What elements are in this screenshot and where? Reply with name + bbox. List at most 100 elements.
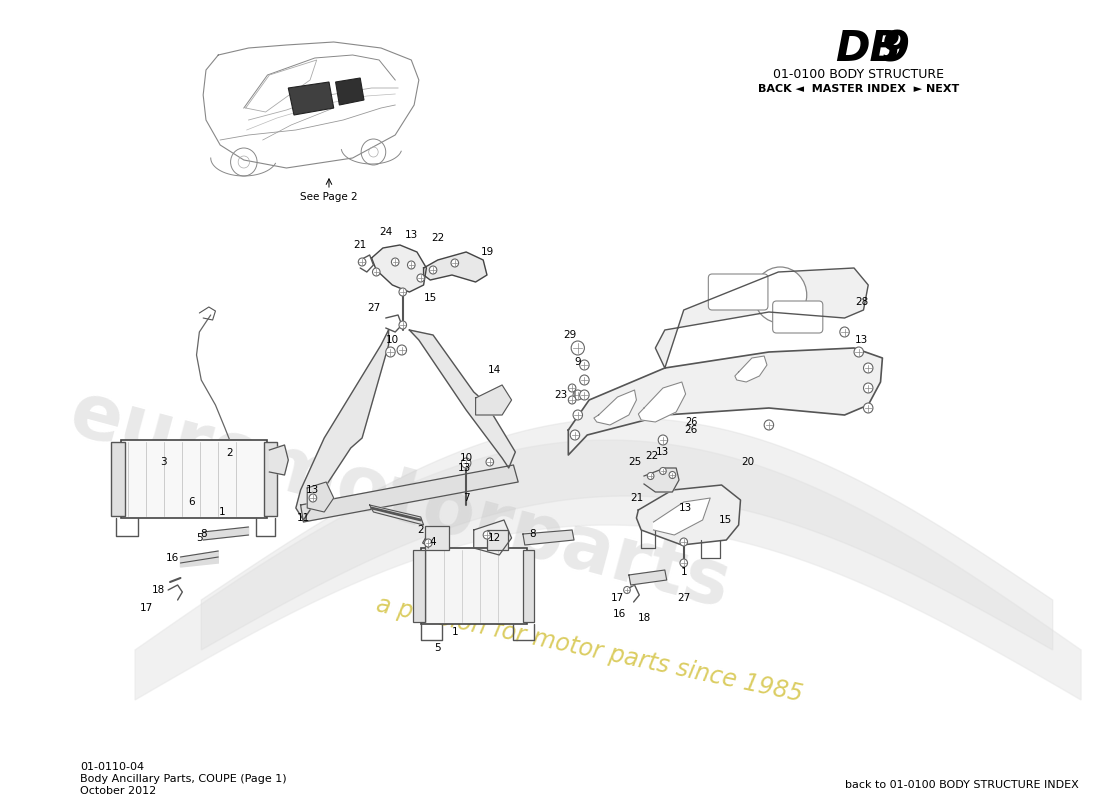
Circle shape [764, 420, 773, 430]
Circle shape [669, 471, 675, 478]
Text: October 2012: October 2012 [80, 786, 156, 796]
Circle shape [647, 473, 653, 479]
Polygon shape [300, 465, 518, 522]
Text: 5: 5 [196, 533, 202, 543]
Circle shape [397, 345, 407, 355]
Text: 01-0110-04: 01-0110-04 [80, 762, 144, 772]
Text: 1: 1 [681, 567, 688, 577]
Text: 8: 8 [200, 529, 207, 539]
Text: 22: 22 [431, 233, 444, 243]
Polygon shape [569, 348, 882, 455]
Circle shape [309, 494, 317, 502]
Bar [487, 530, 508, 550]
Text: 6: 6 [188, 497, 195, 507]
Text: 13: 13 [405, 230, 418, 240]
Text: 01-0100 BODY STRUCTURE: 01-0100 BODY STRUCTURE [773, 68, 944, 81]
Text: 26: 26 [684, 425, 697, 435]
Circle shape [573, 410, 583, 420]
Text: 18: 18 [152, 585, 165, 595]
Text: 11: 11 [297, 513, 310, 523]
Text: 4: 4 [430, 537, 437, 547]
Text: 16: 16 [613, 609, 626, 619]
Circle shape [399, 321, 407, 329]
Text: 10: 10 [460, 453, 473, 463]
Text: 19: 19 [481, 247, 494, 257]
Circle shape [392, 258, 399, 266]
Circle shape [486, 458, 494, 466]
Circle shape [429, 266, 437, 274]
Circle shape [569, 384, 576, 392]
Polygon shape [475, 385, 512, 415]
Circle shape [451, 259, 459, 267]
Text: 9: 9 [574, 357, 581, 367]
Bar [111, 442, 124, 516]
Bar [426, 526, 449, 550]
Text: back to 01-0100 BODY STRUCTURE INDEX: back to 01-0100 BODY STRUCTURE INDEX [846, 780, 1079, 790]
Text: 2: 2 [417, 525, 425, 535]
Polygon shape [201, 418, 1053, 650]
Bar [121, 440, 267, 518]
Text: 8: 8 [529, 529, 536, 539]
Polygon shape [637, 485, 740, 545]
Text: DB: DB [835, 28, 901, 70]
Text: See Page 2: See Page 2 [300, 192, 358, 202]
Text: 10: 10 [386, 335, 399, 345]
Circle shape [359, 258, 366, 266]
Polygon shape [270, 445, 288, 475]
Polygon shape [409, 330, 515, 468]
Text: Body Ancillary Parts, COUPE (Page 1): Body Ancillary Parts, COUPE (Page 1) [80, 774, 287, 784]
Polygon shape [522, 530, 574, 545]
Circle shape [580, 375, 590, 385]
Circle shape [864, 363, 873, 373]
Polygon shape [135, 440, 1081, 700]
Text: 20: 20 [741, 457, 755, 467]
Text: 1: 1 [219, 507, 225, 517]
Circle shape [580, 360, 590, 370]
Text: 17: 17 [140, 603, 153, 613]
Polygon shape [336, 78, 364, 105]
Text: 25: 25 [628, 457, 641, 467]
Bar [414, 550, 425, 622]
Circle shape [483, 531, 491, 539]
Polygon shape [180, 551, 218, 567]
Text: 15: 15 [424, 293, 437, 303]
Text: 13: 13 [657, 447, 670, 457]
Polygon shape [653, 498, 711, 535]
Polygon shape [372, 245, 427, 292]
Circle shape [680, 559, 688, 567]
Circle shape [754, 267, 806, 323]
Polygon shape [296, 330, 388, 520]
Circle shape [407, 261, 415, 269]
Text: 27: 27 [366, 303, 381, 313]
Polygon shape [644, 468, 679, 492]
Polygon shape [735, 356, 767, 382]
Text: 21: 21 [353, 240, 366, 250]
Bar [522, 550, 535, 622]
Text: 7: 7 [463, 493, 470, 503]
Polygon shape [424, 252, 487, 282]
Text: 15: 15 [718, 515, 732, 525]
Polygon shape [370, 505, 424, 525]
FancyBboxPatch shape [708, 274, 768, 310]
Polygon shape [638, 382, 685, 422]
Circle shape [461, 458, 471, 468]
Polygon shape [629, 570, 667, 585]
Polygon shape [288, 82, 333, 115]
Polygon shape [594, 390, 637, 425]
Text: 23: 23 [554, 390, 568, 400]
Circle shape [571, 341, 584, 355]
Text: 21: 21 [630, 493, 644, 503]
Text: euromotorparts: euromotorparts [62, 376, 738, 624]
Circle shape [660, 467, 667, 474]
Bar [264, 442, 277, 516]
Circle shape [425, 539, 432, 547]
Text: 18: 18 [637, 613, 650, 623]
Text: 2: 2 [227, 448, 233, 458]
Text: 17: 17 [610, 593, 624, 603]
Text: 12: 12 [488, 533, 502, 543]
Circle shape [624, 586, 630, 594]
Text: 9: 9 [880, 28, 910, 70]
Text: 14: 14 [488, 365, 502, 375]
Text: BACK ◄  MASTER INDEX  ► NEXT: BACK ◄ MASTER INDEX ► NEXT [758, 84, 959, 94]
Text: 1: 1 [451, 627, 458, 637]
